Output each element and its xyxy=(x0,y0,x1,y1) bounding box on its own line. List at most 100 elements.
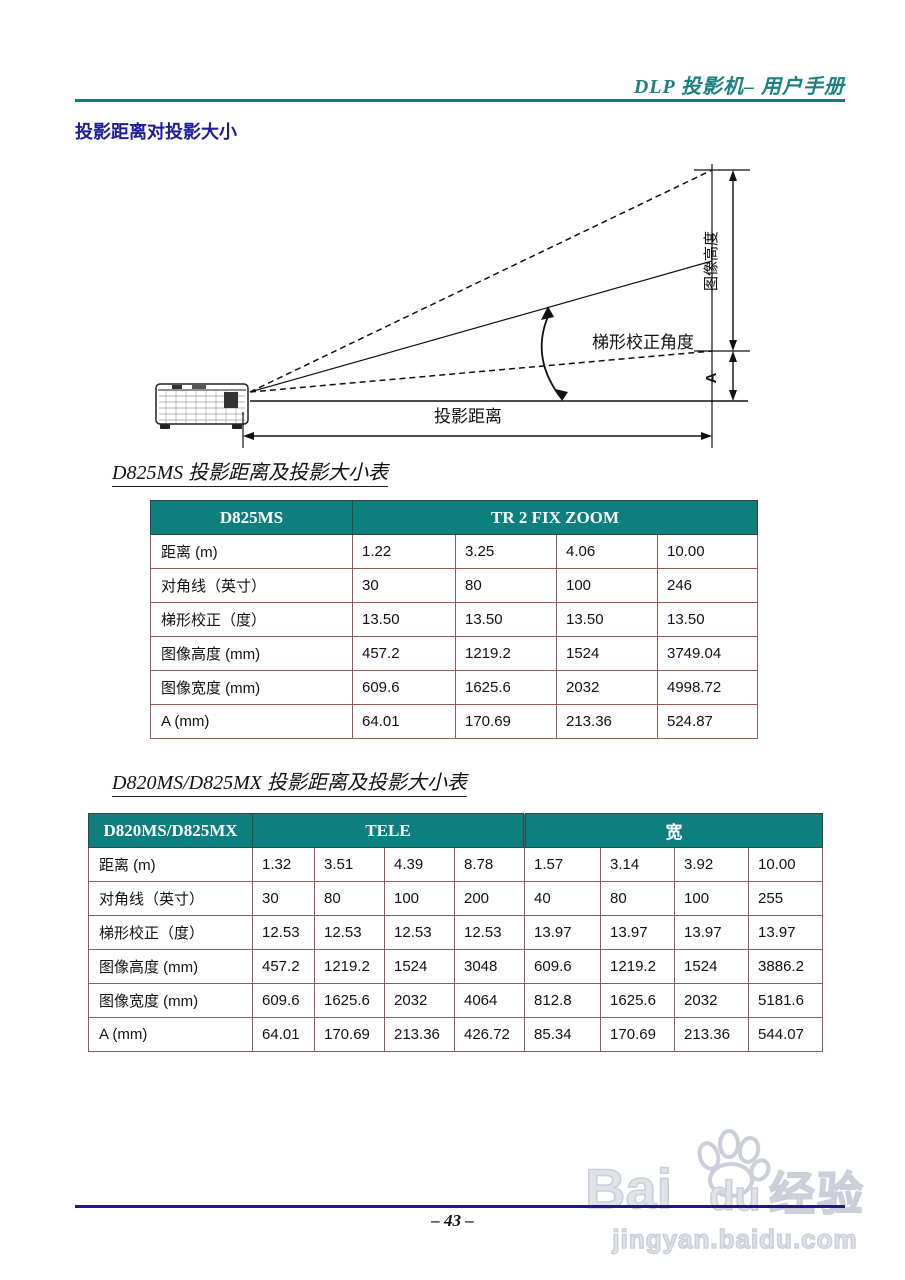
cell-value: 13.50 xyxy=(556,602,658,637)
cell-value: 80 xyxy=(455,568,557,603)
cell-value: 1625.6 xyxy=(455,670,557,705)
table-row: 距离 (m) 1.32 3.51 4.39 8.78 1.57 3.14 3.92 10.00 xyxy=(88,847,824,882)
cell-value: 12.53 xyxy=(453,915,526,950)
cell-value: 4998.72 xyxy=(656,670,759,705)
table-header-row: D825MS TR 2 FIX ZOOM xyxy=(150,500,759,535)
row-label: 距离 (m) xyxy=(150,534,353,569)
cell-value: 13.97 xyxy=(748,915,824,950)
cell-value: 1625.6 xyxy=(600,983,676,1018)
row-label: 图像宽度 (mm) xyxy=(88,983,253,1018)
keystone-arc-arrow-bottom xyxy=(555,389,568,401)
cell-value: 30 xyxy=(352,568,456,603)
cell-value: 13.50 xyxy=(656,602,759,637)
cell-value: 524.87 xyxy=(656,704,759,739)
group-header-tele: TELE xyxy=(251,813,526,848)
cell-value: 255 xyxy=(748,881,824,916)
cell-value: 213.36 xyxy=(674,1017,750,1052)
cell-value: 13.97 xyxy=(674,915,750,950)
cell-value: 85.34 xyxy=(524,1017,602,1052)
table-d825ms: D825MS TR 2 FIX ZOOM 距离 (m) 1.22 3.25 4.06 1… xyxy=(150,500,759,739)
cell-value: 4.06 xyxy=(556,534,658,569)
cell-value: 1524 xyxy=(674,949,750,984)
table-d820ms-d825mx: D820MS/D825MX TELE 宽 距离 (m) 1.32 3.51 4.39 8… xyxy=(88,813,824,1052)
footer-rule xyxy=(75,1205,845,1208)
cell-value: 13.97 xyxy=(524,915,602,950)
group-header: TR 2 FIX ZOOM xyxy=(351,500,759,535)
cell-value: 10.00 xyxy=(748,847,824,882)
cell-value: 213.36 xyxy=(556,704,658,739)
keystone-angle-label: 梯形校正角度 xyxy=(592,333,694,352)
cell-value: 3.92 xyxy=(674,847,750,882)
ray-top-dashed xyxy=(249,169,713,393)
table-row: 梯形校正（度） 13.50 13.50 13.50 13.50 xyxy=(150,602,759,637)
cell-value: 10.00 xyxy=(656,534,759,569)
table-row: 图像高度 (mm) 457.2 1219.2 1524 3048 609.6 1219.2 1… xyxy=(88,949,824,984)
cell-value: 40 xyxy=(524,881,602,916)
row-label: 梯形校正（度） xyxy=(150,602,353,637)
baidu-jingyan-watermark: Bai du 经验 jingyan.baidu.com xyxy=(584,1129,885,1258)
table-row: A (mm) 64.01 170.69 213.36 524.87 xyxy=(150,704,759,739)
cell-value: 1219.2 xyxy=(314,949,385,984)
projector-illustration xyxy=(155,383,249,429)
cell-value: 3048 xyxy=(453,949,526,984)
cell-value: 100 xyxy=(384,881,455,916)
image-height-label: 图像高度 xyxy=(703,231,720,291)
watermark-du-text: du xyxy=(708,1171,761,1220)
cell-value: 170.69 xyxy=(455,704,557,739)
cell-value: 609.6 xyxy=(352,670,456,705)
table-row: 图像宽度 (mm) 609.6 1625.6 2032 4064 812.8 1625.6 2… xyxy=(88,983,824,1018)
table1-title: D825MS 投影距离及投影大小表 xyxy=(112,456,389,487)
section-title: 投影距离对投影大小 xyxy=(75,122,237,142)
table-row: 对角线（英寸） 30 80 100 200 40 80 100 255 xyxy=(88,881,824,916)
cell-value: 1625.6 xyxy=(314,983,385,1018)
cell-value: 12.53 xyxy=(314,915,385,950)
keystone-arc xyxy=(540,311,562,399)
a-label: A xyxy=(703,372,720,383)
cell-value: 170.69 xyxy=(314,1017,385,1052)
cell-value: 812.8 xyxy=(524,983,602,1018)
cell-value: 3.51 xyxy=(314,847,385,882)
cell-value: 64.01 xyxy=(252,1017,315,1052)
page-number: – 43 – xyxy=(431,1211,474,1230)
ray-bottom-dashed xyxy=(249,350,713,393)
cell-value: 426.72 xyxy=(453,1017,526,1052)
table2-title-text: D820MS/D825MX 投影距离及投影大小表 xyxy=(112,772,467,797)
cell-value: 1.57 xyxy=(524,847,602,882)
cell-value: 200 xyxy=(453,881,526,916)
watermark-jingyan-text: 经验 xyxy=(768,1167,865,1221)
cell-value: 4.39 xyxy=(384,847,455,882)
a-measure-arrow xyxy=(729,351,737,401)
watermark-bai-text: Bai xyxy=(584,1156,673,1221)
row-label: 图像高度 (mm) xyxy=(88,949,253,984)
row-label: 图像高度 (mm) xyxy=(150,636,353,671)
cell-value: 609.6 xyxy=(252,983,315,1018)
table-row: 距离 (m) 1.22 3.25 4.06 10.00 xyxy=(150,534,759,569)
cell-value: 5181.6 xyxy=(748,983,824,1018)
model-header: D825MS xyxy=(150,500,353,535)
row-label: 图像宽度 (mm) xyxy=(150,670,353,705)
cell-value: 3.25 xyxy=(455,534,557,569)
header-rule xyxy=(75,99,845,102)
cell-value: 246 xyxy=(656,568,759,603)
cell-value: 3.14 xyxy=(600,847,676,882)
table-row: 对角线（英寸） 30 80 100 246 xyxy=(150,568,759,603)
table-row: A (mm) 64.01 170.69 213.36 426.72 85.34 170.69… xyxy=(88,1017,824,1052)
cell-value: 13.97 xyxy=(600,915,676,950)
ray-center-solid xyxy=(249,260,713,393)
cell-value: 2032 xyxy=(556,670,658,705)
cell-value: 12.53 xyxy=(252,915,315,950)
cell-value: 100 xyxy=(674,881,750,916)
projection-diagram: 图像高度 A 梯形校正角度 投影距离 xyxy=(155,164,750,448)
cell-value: 13.50 xyxy=(455,602,557,637)
table-row: 图像高度 (mm) 457.2 1219.2 1524 3749.04 xyxy=(150,636,759,671)
table2-title: D820MS/D825MX 投影距离及投影大小表 xyxy=(112,766,467,797)
cell-value: 1524 xyxy=(556,636,658,671)
table-body: 距离 (m) 1.22 3.25 4.06 10.00 对角线（英寸） 30 80 100 246… xyxy=(150,534,759,739)
cell-value: 1219.2 xyxy=(455,636,557,671)
table-row: 梯形校正（度） 12.53 12.53 12.53 12.53 13.97 13.97 13.… xyxy=(88,915,824,950)
cell-value: 1219.2 xyxy=(600,949,676,984)
cell-value: 8.78 xyxy=(453,847,526,882)
watermark-url: jingyan.baidu.com xyxy=(612,1223,858,1255)
row-label: 梯形校正（度） xyxy=(88,915,253,950)
